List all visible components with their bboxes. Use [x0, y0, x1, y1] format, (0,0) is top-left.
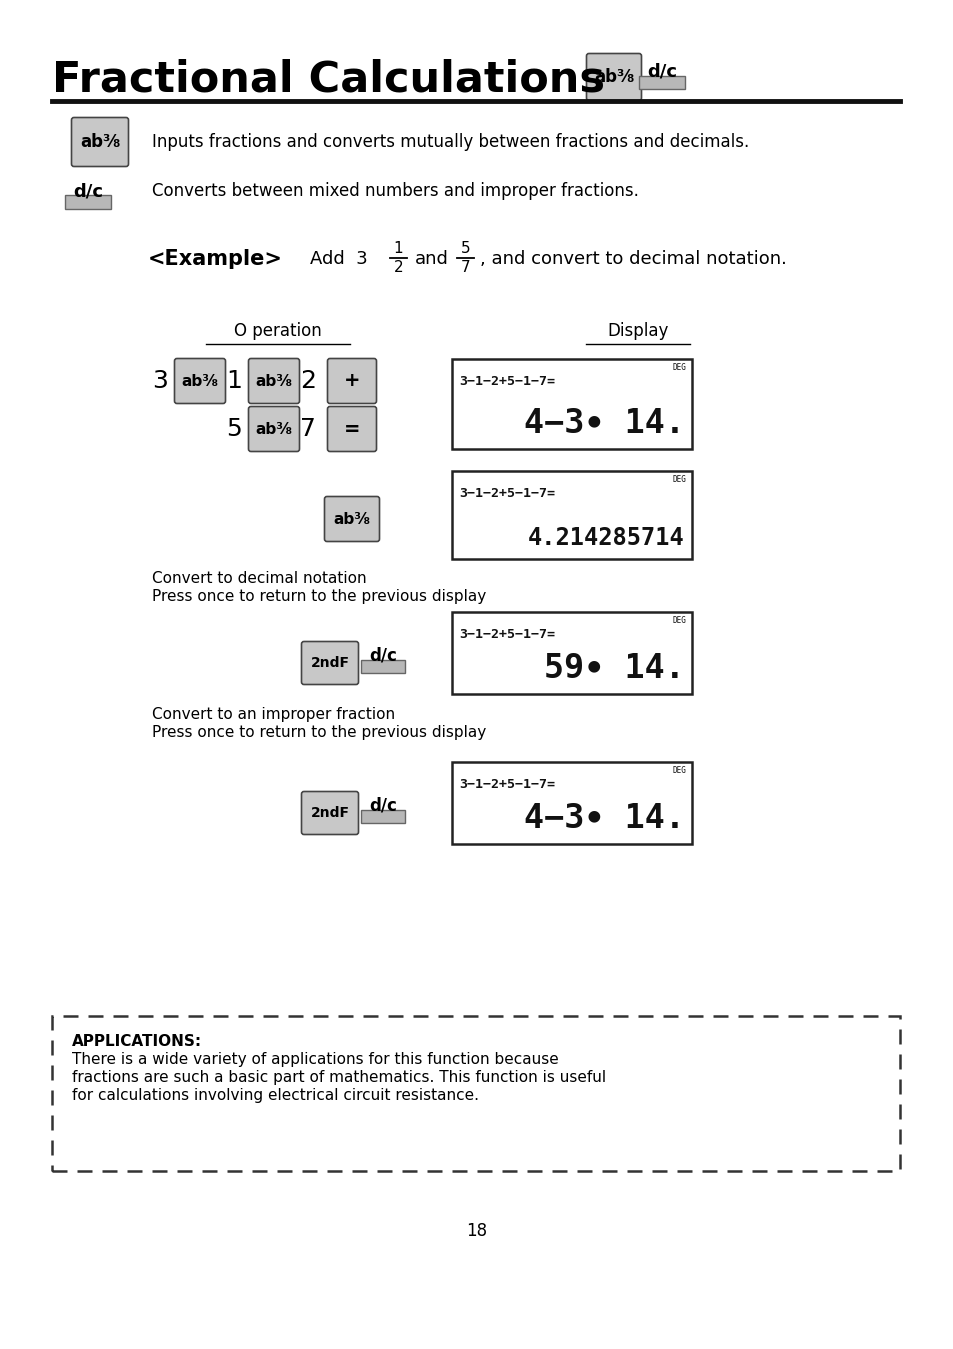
Text: Inputs fractions and converts mutually between fractions and decimals.: Inputs fractions and converts mutually b…: [152, 134, 748, 151]
Text: <Example>: <Example>: [148, 250, 283, 268]
Bar: [452, 762, 691, 844]
Text: 2ndF: 2ndF: [310, 656, 349, 670]
Text: DEG: DEG: [672, 616, 685, 625]
Text: 1: 1: [394, 241, 403, 256]
Bar: [360, 660, 405, 673]
Text: d/c: d/c: [369, 796, 396, 813]
FancyBboxPatch shape: [301, 642, 358, 684]
Text: for calculations involving electrical circuit resistance.: for calculations involving electrical ci…: [71, 1089, 478, 1103]
Text: 59∙ 14.: 59∙ 14.: [543, 652, 684, 685]
Text: ab⅜: ab⅜: [181, 374, 218, 389]
Text: =: =: [343, 420, 360, 438]
Text: ab⅜: ab⅜: [594, 67, 634, 86]
Bar: [65, 196, 111, 209]
FancyBboxPatch shape: [301, 792, 358, 835]
Text: 5: 5: [226, 417, 242, 441]
Text: DEG: DEG: [672, 363, 685, 372]
Text: Fractional Calculations: Fractional Calculations: [52, 59, 604, 101]
Text: There is a wide variety of applications for this function because: There is a wide variety of applications …: [71, 1052, 558, 1067]
Text: Add  3: Add 3: [310, 250, 367, 268]
FancyBboxPatch shape: [248, 359, 299, 403]
FancyBboxPatch shape: [174, 359, 225, 403]
Text: Convert to an improper fraction: Convert to an improper fraction: [152, 707, 395, 722]
Bar: [639, 76, 684, 89]
Text: DEG: DEG: [672, 766, 685, 774]
Text: +: +: [343, 371, 360, 390]
Text: 3−1−2+5−1−7=: 3−1−2+5−1−7=: [458, 375, 555, 389]
Text: ab⅜: ab⅜: [334, 511, 370, 526]
Text: 3−1−2+5−1−7=: 3−1−2+5−1−7=: [458, 778, 555, 791]
Text: 4−3∙ 14.: 4−3∙ 14.: [523, 407, 684, 440]
FancyBboxPatch shape: [327, 406, 376, 452]
Text: 2: 2: [299, 370, 315, 393]
FancyBboxPatch shape: [586, 54, 640, 100]
FancyBboxPatch shape: [248, 406, 299, 452]
Text: Converts between mixed numbers and improper fractions.: Converts between mixed numbers and impro…: [152, 182, 639, 200]
FancyBboxPatch shape: [71, 117, 129, 166]
Text: d/c: d/c: [646, 62, 677, 80]
Bar: [452, 359, 691, 449]
Text: 18: 18: [466, 1222, 487, 1240]
Bar: [452, 612, 691, 693]
Text: and: and: [415, 250, 449, 268]
Text: ab⅜: ab⅜: [80, 134, 120, 151]
Text: DEG: DEG: [672, 475, 685, 484]
FancyBboxPatch shape: [327, 359, 376, 403]
Text: 3−1−2+5−1−7=: 3−1−2+5−1−7=: [458, 487, 555, 500]
Text: Press once to return to the previous display: Press once to return to the previous dis…: [152, 590, 486, 604]
Text: APPLICATIONS:: APPLICATIONS:: [71, 1033, 202, 1050]
FancyBboxPatch shape: [324, 496, 379, 541]
Text: 3−1−2+5−1−7=: 3−1−2+5−1−7=: [458, 629, 555, 641]
Text: d/c: d/c: [73, 182, 103, 200]
Text: d/c: d/c: [369, 646, 396, 664]
Text: 4.214285714: 4.214285714: [528, 526, 684, 550]
Bar: [52, 1016, 899, 1171]
Text: 7: 7: [300, 417, 315, 441]
Text: Display: Display: [607, 322, 668, 340]
Text: ab⅜: ab⅜: [255, 421, 293, 437]
Text: Press once to return to the previous display: Press once to return to the previous dis…: [152, 724, 486, 741]
Text: O peration: O peration: [233, 322, 321, 340]
Text: 4−3∙ 14.: 4−3∙ 14.: [523, 803, 684, 835]
Text: 5: 5: [460, 241, 470, 256]
Text: Convert to decimal notation: Convert to decimal notation: [152, 571, 366, 585]
Text: fractions are such a basic part of mathematics. This function is useful: fractions are such a basic part of mathe…: [71, 1070, 605, 1085]
Text: , and convert to decimal notation.: , and convert to decimal notation.: [479, 250, 786, 268]
Text: 7: 7: [460, 260, 470, 275]
Bar: [360, 809, 405, 823]
Text: 3: 3: [152, 370, 168, 393]
Text: 1: 1: [226, 370, 242, 393]
Text: ab⅜: ab⅜: [255, 374, 293, 389]
Text: 2ndF: 2ndF: [310, 805, 349, 820]
Text: 2: 2: [394, 260, 403, 275]
Bar: [452, 471, 691, 558]
